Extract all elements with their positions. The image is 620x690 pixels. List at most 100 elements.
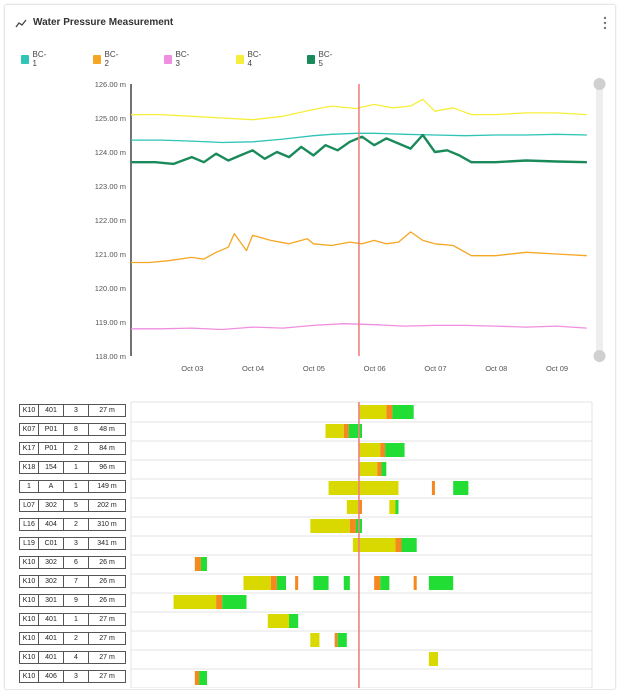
- gantt-cell: 1: [64, 480, 89, 493]
- legend-label: BC-1: [32, 50, 47, 68]
- gantt-row-label[interactable]: K10 401 1 27 m: [19, 613, 127, 627]
- legend-item-bc-3[interactable]: BC-3: [164, 50, 191, 68]
- gantt-cell: 27 m: [89, 404, 126, 417]
- gantt-cell: K10: [19, 594, 39, 607]
- x-tick-label: Oct 04: [242, 364, 264, 373]
- legend-item-bc-1[interactable]: BC-1: [21, 50, 48, 68]
- y-tick-label: 120.00 m: [95, 284, 126, 293]
- gantt-cell: 27 m: [89, 651, 126, 664]
- y-tick-label: 123.00 m: [95, 182, 126, 191]
- gantt-cell: 8: [64, 423, 89, 436]
- gantt-row-label[interactable]: K17 P01 2 84 m: [19, 442, 127, 456]
- gantt-cell: 26 m: [89, 594, 126, 607]
- scrollbar-track: [596, 80, 603, 358]
- gantt-cell: 302: [39, 556, 64, 569]
- gantt-cell: 404: [39, 518, 64, 531]
- x-tick-label: Oct 03: [181, 364, 203, 373]
- gantt-cell: 302: [39, 575, 64, 588]
- line-chart-icon: [15, 19, 27, 28]
- gantt-cell: 26 m: [89, 575, 126, 588]
- gantt-cell: 9: [64, 594, 89, 607]
- gantt-cell: 48 m: [89, 423, 126, 436]
- gantt-row-label[interactable]: K10 401 3 27 m: [19, 404, 127, 418]
- gantt-cell: K17: [19, 442, 39, 455]
- gantt-cell: 27 m: [89, 632, 126, 645]
- pressure-line-chart: 126.00 m 125.00 m 124.00 m 123.00 m 122.00 m…: [95, 78, 606, 373]
- legend-swatch: [164, 54, 172, 64]
- y-tick-label: 125.00 m: [95, 114, 126, 123]
- gantt-cell: 27 m: [89, 670, 126, 683]
- gantt-cell: 3: [64, 670, 89, 683]
- gantt-cell: 302: [39, 499, 64, 512]
- gantt-cell: 26 m: [89, 556, 126, 569]
- gantt-cell: 401: [39, 404, 64, 417]
- series-line-bc-1: [131, 132, 587, 144]
- gantt-cell: 2: [64, 632, 89, 645]
- gantt-row-label[interactable]: 1 A 1 149 m: [19, 480, 127, 494]
- scrollbar-handle-bottom: [593, 350, 606, 362]
- legend-item-bc-4[interactable]: BC-4: [236, 50, 263, 68]
- gantt-cell: 1: [64, 613, 89, 626]
- gantt-row-label[interactable]: L07 302 5 202 m: [19, 499, 127, 513]
- gantt-cell: 2: [64, 518, 89, 531]
- x-tick-label: Oct 06: [364, 364, 386, 373]
- gantt-cell: K10: [19, 556, 39, 569]
- series-line-bc-5: [131, 133, 587, 166]
- gantt-cell: K10: [19, 613, 39, 626]
- gantt-row-label[interactable]: K10 401 2 27 m: [19, 632, 127, 646]
- x-tick-label: Oct 08: [485, 364, 507, 373]
- gantt-row-label[interactable]: L16 404 2 310 m: [19, 518, 127, 532]
- y-tick-label: 122.00 m: [95, 216, 126, 225]
- gantt-cell: 1: [64, 461, 89, 474]
- gantt-cell: 5: [64, 499, 89, 512]
- gantt-row-label[interactable]: L19 C01 3 341 m: [19, 537, 127, 551]
- gantt-cell: 7: [64, 575, 89, 588]
- gantt-cell: L16: [19, 518, 39, 531]
- legend-label: BC-2: [104, 50, 119, 68]
- y-tick-label: 119.00 m: [95, 318, 126, 327]
- gantt-cell: K10: [19, 632, 39, 645]
- gantt-cell: L19: [19, 537, 39, 550]
- card-title: Water Pressure Measurement: [33, 17, 174, 28]
- gantt-row-label[interactable]: K10 406 3 27 m: [19, 670, 127, 684]
- gantt-row-label[interactable]: K10 302 6 26 m: [19, 556, 127, 570]
- gantt-row-label[interactable]: K10 302 7 26 m: [19, 575, 127, 589]
- gantt-cell: 401: [39, 632, 64, 645]
- legend-label: BC-3: [175, 50, 190, 68]
- gantt-cell: 406: [39, 670, 64, 683]
- gantt-row-label[interactable]: K18 154 1 96 m: [19, 461, 127, 475]
- gantt-row-label[interactable]: K07 P01 8 48 m: [19, 423, 127, 437]
- gantt-cell: 96 m: [89, 461, 126, 474]
- gantt-row-label[interactable]: K10 401 4 27 m: [19, 651, 127, 665]
- series-line-bc-4: [131, 98, 587, 121]
- scrollbar-handle-top: [593, 78, 606, 90]
- gantt-cell: 84 m: [89, 442, 126, 455]
- y-tick-label: 124.00 m: [95, 148, 126, 157]
- legend-item-bc-5[interactable]: BC-5: [307, 50, 334, 68]
- legend-swatch: [93, 54, 101, 64]
- x-tick-label: Oct 05: [303, 364, 325, 373]
- gantt-cell: 4: [64, 651, 89, 664]
- gantt-cell: 2: [64, 442, 89, 455]
- gantt-cell: 149 m: [89, 480, 126, 493]
- x-tick-label: Oct 09: [546, 364, 568, 373]
- gantt-cell: K10: [19, 404, 39, 417]
- gantt-cell: P01: [39, 442, 64, 455]
- legend-label: BC-4: [247, 50, 262, 68]
- gantt-cell: 154: [39, 461, 64, 474]
- gantt-cell: A: [39, 480, 64, 493]
- legend-item-bc-2[interactable]: BC-2: [93, 50, 120, 68]
- gantt-cell: C01: [39, 537, 64, 550]
- gantt-row-label[interactable]: K10 301 9 26 m: [19, 594, 127, 608]
- legend-swatch: [21, 54, 29, 64]
- gantt-cell: 1: [19, 480, 39, 493]
- gantt-cell: L07: [19, 499, 39, 512]
- more-vertical-icon[interactable]: [603, 16, 607, 30]
- gantt-cell: 6: [64, 556, 89, 569]
- gantt-cell: 301: [39, 594, 64, 607]
- gantt-cell: 401: [39, 651, 64, 664]
- y-tick-label: 118.00 m: [95, 352, 126, 361]
- legend-label: BC-5: [318, 50, 333, 68]
- y-tick-label: 121.00 m: [95, 250, 126, 259]
- gantt-cell: 310 m: [89, 518, 126, 531]
